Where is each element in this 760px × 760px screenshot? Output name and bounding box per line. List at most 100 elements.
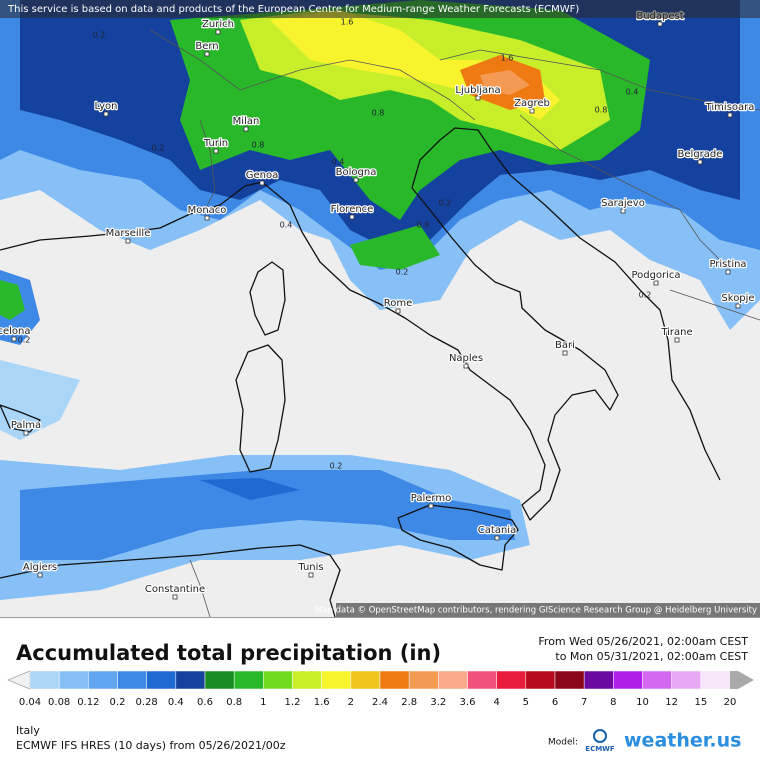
scale-swatch xyxy=(58,670,89,690)
city-label: Belgrade xyxy=(678,149,723,160)
city-label: Florence xyxy=(331,204,374,215)
city-marker xyxy=(215,29,221,35)
city-marker xyxy=(428,503,434,509)
contour-label: 0.2 xyxy=(152,144,165,153)
scale-swatch xyxy=(321,670,352,690)
city-label: Algiers xyxy=(23,562,57,573)
scale-swatch xyxy=(525,670,556,690)
city-marker xyxy=(11,336,17,342)
contour-label: 0.4 xyxy=(280,221,293,230)
city-label: Marseille xyxy=(106,228,151,239)
city-marker xyxy=(243,126,249,132)
scale-label: 0.12 xyxy=(77,697,99,708)
city-marker xyxy=(463,363,469,369)
scale-swatch xyxy=(496,670,527,690)
model-label: Model: xyxy=(548,738,578,748)
scale-label: 0.6 xyxy=(197,697,213,708)
scale-label: 2 xyxy=(348,697,354,708)
scale-swatch xyxy=(642,670,672,690)
ecmwf-logo xyxy=(593,729,607,743)
scale-swatch xyxy=(175,670,206,690)
contour-label: 0.4 xyxy=(626,88,639,97)
city-marker xyxy=(259,180,265,186)
scale-label: 2.8 xyxy=(401,697,417,708)
city-marker xyxy=(697,159,703,165)
scale-label: 1.6 xyxy=(314,697,330,708)
city-label: Lyon xyxy=(94,101,117,112)
city-marker xyxy=(620,208,626,214)
contour-label: 0.2 xyxy=(330,462,343,471)
city-label: Monaco xyxy=(188,205,227,216)
city-label: Palma xyxy=(11,420,41,431)
city-label: Catania xyxy=(478,525,516,536)
scale-swatch xyxy=(204,670,235,690)
city-marker xyxy=(125,238,131,244)
city-label: Tunis xyxy=(297,562,323,573)
model: ECMWF IFS HRES (10 days) from 05/26/2021… xyxy=(16,739,286,752)
scale-swatch xyxy=(263,670,293,690)
city-marker xyxy=(529,108,535,114)
scale-label: 8 xyxy=(610,697,616,708)
city-marker xyxy=(475,95,481,101)
city-label: Skopje xyxy=(721,293,754,304)
scale-below xyxy=(7,670,31,690)
period-from: From Wed 05/26/2021, 02:00am CEST xyxy=(538,635,748,648)
city-label: Milan xyxy=(233,116,260,127)
scale-swatch xyxy=(583,670,614,690)
scale-label: 0.4 xyxy=(168,697,184,708)
city-marker xyxy=(103,111,109,117)
city-marker xyxy=(172,594,178,600)
city-marker xyxy=(725,269,731,275)
scale-label: 12 xyxy=(665,697,678,708)
scale-swatch xyxy=(292,670,322,690)
city-marker xyxy=(23,430,29,436)
contour-label: 0.2 xyxy=(93,31,106,40)
scale-label: 0.2 xyxy=(110,697,126,708)
scale-label: 6 xyxy=(552,697,558,708)
city-label: Zurich xyxy=(202,19,234,30)
scale-label: 3.6 xyxy=(460,697,476,708)
scale-swatch xyxy=(379,670,410,690)
scale-label: 0.04 xyxy=(19,697,41,708)
scale-label: 1 xyxy=(260,697,266,708)
city-label: Naples xyxy=(449,353,483,364)
scale-label: 15 xyxy=(694,697,707,708)
city-label: Timisoara xyxy=(705,102,755,113)
scale-swatch xyxy=(233,670,264,690)
contour-label: 0.2 xyxy=(639,291,652,300)
city-marker xyxy=(562,350,568,356)
scale-label: 0.28 xyxy=(136,697,158,708)
brand[interactable]: weather.us xyxy=(624,730,741,752)
city-marker xyxy=(657,21,663,27)
scale-swatch xyxy=(29,670,60,690)
region: Italy xyxy=(16,724,40,737)
notice-bar xyxy=(0,0,760,18)
scale-swatch xyxy=(700,670,731,690)
city-label: Constantine xyxy=(145,584,205,595)
scale-swatch xyxy=(438,670,468,690)
city-label: Podgorica xyxy=(631,270,680,281)
scale-label: 0.08 xyxy=(48,697,70,708)
attribution-bar xyxy=(336,603,760,617)
contour-label: 0.4 xyxy=(332,158,345,167)
period-to: to Mon 05/31/2021, 02:00am CEST xyxy=(555,650,748,663)
city-marker xyxy=(735,303,741,309)
contour-label: 0.8 xyxy=(417,221,430,230)
ecmwf-text: ECMWF xyxy=(585,745,615,753)
contour-label: 0.2 xyxy=(396,268,409,277)
scale-label: 0.8 xyxy=(226,697,242,708)
scale-above xyxy=(730,671,754,689)
city-marker xyxy=(349,214,355,220)
precipitation-field xyxy=(0,0,760,600)
scale-label: 4 xyxy=(493,697,499,708)
city-label: celona xyxy=(0,326,31,337)
scale-swatch xyxy=(117,670,147,690)
contour-label: 1.6 xyxy=(341,18,354,27)
contour-label: 1.6 xyxy=(501,54,514,63)
scale-label: 3.2 xyxy=(430,697,446,708)
city-label: Zagreb xyxy=(514,98,550,109)
contour-label: 0.8 xyxy=(595,106,608,115)
scale-label: 1.2 xyxy=(285,697,301,708)
city-label: Pristina xyxy=(709,259,746,270)
